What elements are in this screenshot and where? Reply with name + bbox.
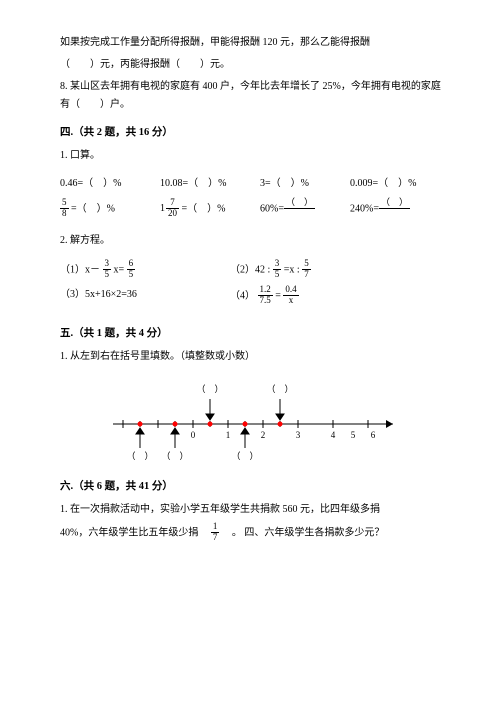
- calc-h-text: 240%=: [350, 204, 379, 215]
- eq2-pre: （2）42 :: [230, 264, 273, 275]
- section-5-title: 五.（共 1 题，共 4 分）: [60, 325, 445, 344]
- calc-h: 240%=（ ）: [350, 199, 410, 220]
- tick-2: 2: [260, 430, 265, 440]
- eq4-pre: （4）: [230, 291, 255, 302]
- sec4-q1: 1. 口算。: [60, 147, 445, 165]
- calc-a: 0.46=（ ）%: [60, 175, 160, 193]
- tick-1: 1: [225, 430, 230, 440]
- eq4-mid: =: [275, 291, 283, 302]
- frac-3-5b: 35: [273, 259, 282, 280]
- eq1: （1）x－ 35 x= 65: [60, 260, 230, 281]
- frac-5-7: 57: [302, 259, 311, 280]
- sec6-q1b: 40%，六年级学生比五年级少捐 17 。 四、六年级学生各捐款多少元？: [60, 523, 445, 544]
- eq2: （2）42 : 35 =x : 57: [230, 260, 311, 281]
- calc-row2: 58 =（ ）% 1720 =（ ）% 60%=（ ） 240%=（ ）: [60, 199, 445, 220]
- tick-5: 5: [350, 430, 355, 440]
- sec6-q1b-post: 。 四、六年级学生各捐款多少元？: [222, 528, 385, 539]
- tick-0: 0: [190, 430, 195, 440]
- eq-row1: （1）x－ 35 x= 65 （2）42 : 35 =x : 57: [60, 260, 445, 281]
- calc-f-text: =（ ）%: [182, 203, 226, 214]
- calc-c: 3=（ ）%: [260, 175, 350, 193]
- frac-3-5: 35: [103, 259, 112, 280]
- paren-top1: （ ）: [196, 384, 223, 394]
- frac-blank-g: （ ）: [284, 198, 315, 219]
- intro-line2: （ ）元，丙能得报酬（ ）元。: [60, 56, 445, 74]
- section-6-title: 六.（共 6 题，共 41 分）: [60, 478, 445, 497]
- paren-bot1: （ ）: [126, 451, 153, 461]
- frac-1-7: 17: [211, 522, 220, 543]
- calc-g: 60%=（ ）: [260, 199, 350, 220]
- tick-6: 6: [370, 430, 375, 440]
- calc-f: 1720 =（ ）%: [160, 199, 260, 220]
- number-line: 0 1 2 3 4 5 6 （ ） （ ）: [93, 374, 413, 464]
- sec6-q1a: 1. 在一次捐款活动中，实验小学五年级学生共捐款 560 元，比四年级多捐: [60, 501, 445, 519]
- eq2-mid: =x :: [284, 264, 302, 275]
- calc-d: 0.009=（ ）%: [350, 175, 416, 193]
- frac-5-8: 58: [60, 198, 69, 219]
- eq4: （4） 1.27.5 = 0.4x: [230, 286, 299, 307]
- calc-b: 10.08=（ ）%: [160, 175, 260, 193]
- calc-e-text: =（ ）%: [71, 204, 115, 215]
- frac-12-75: 1.27.5: [258, 285, 273, 306]
- paren-bot2: （ ）: [161, 451, 188, 461]
- frac-1-7-20: 1720: [160, 199, 179, 220]
- eq-row2: （3）5x+16×2=36 （4） 1.27.5 = 0.4x: [60, 286, 445, 307]
- calc-row1: 0.46=（ ）% 10.08=（ ）% 3=（ ）% 0.009=（ ）%: [60, 175, 445, 193]
- eq1-mid: x=: [114, 264, 127, 275]
- sec6-q1b-pre: 40%，六年级学生比五年级少捐: [60, 528, 208, 539]
- tick-4: 4: [330, 430, 335, 440]
- calc-e: 58 =（ ）%: [60, 199, 160, 220]
- paren-bot3: （ ）: [231, 451, 258, 461]
- paren-top2: （ ）: [266, 384, 293, 394]
- q8: 8. 某山区去年拥有电视的家庭有 400 户，今年比去年增长了 25%，今年拥有…: [60, 78, 445, 114]
- sec4-q2: 2. 解方程。: [60, 232, 445, 250]
- frac-04-x: 0.4x: [283, 285, 298, 306]
- intro-line1: 如果按完成工作量分配所得报酬，甲能得报酬 120 元，那么乙能得报酬: [60, 34, 445, 52]
- eq3: （3）5x+16×2=36: [60, 286, 230, 307]
- frac-blank-h: （ ）: [379, 198, 410, 219]
- eq1-pre: （1）x－: [60, 264, 103, 275]
- sec5-q1: 1. 从左到右在括号里填数。（填整数或小数）: [60, 348, 445, 366]
- section-4-title: 四.（共 2 题，共 16 分）: [60, 124, 445, 143]
- tick-3: 3: [295, 430, 300, 440]
- frac-6-5: 65: [127, 259, 136, 280]
- calc-g-text: 60%=: [260, 204, 284, 215]
